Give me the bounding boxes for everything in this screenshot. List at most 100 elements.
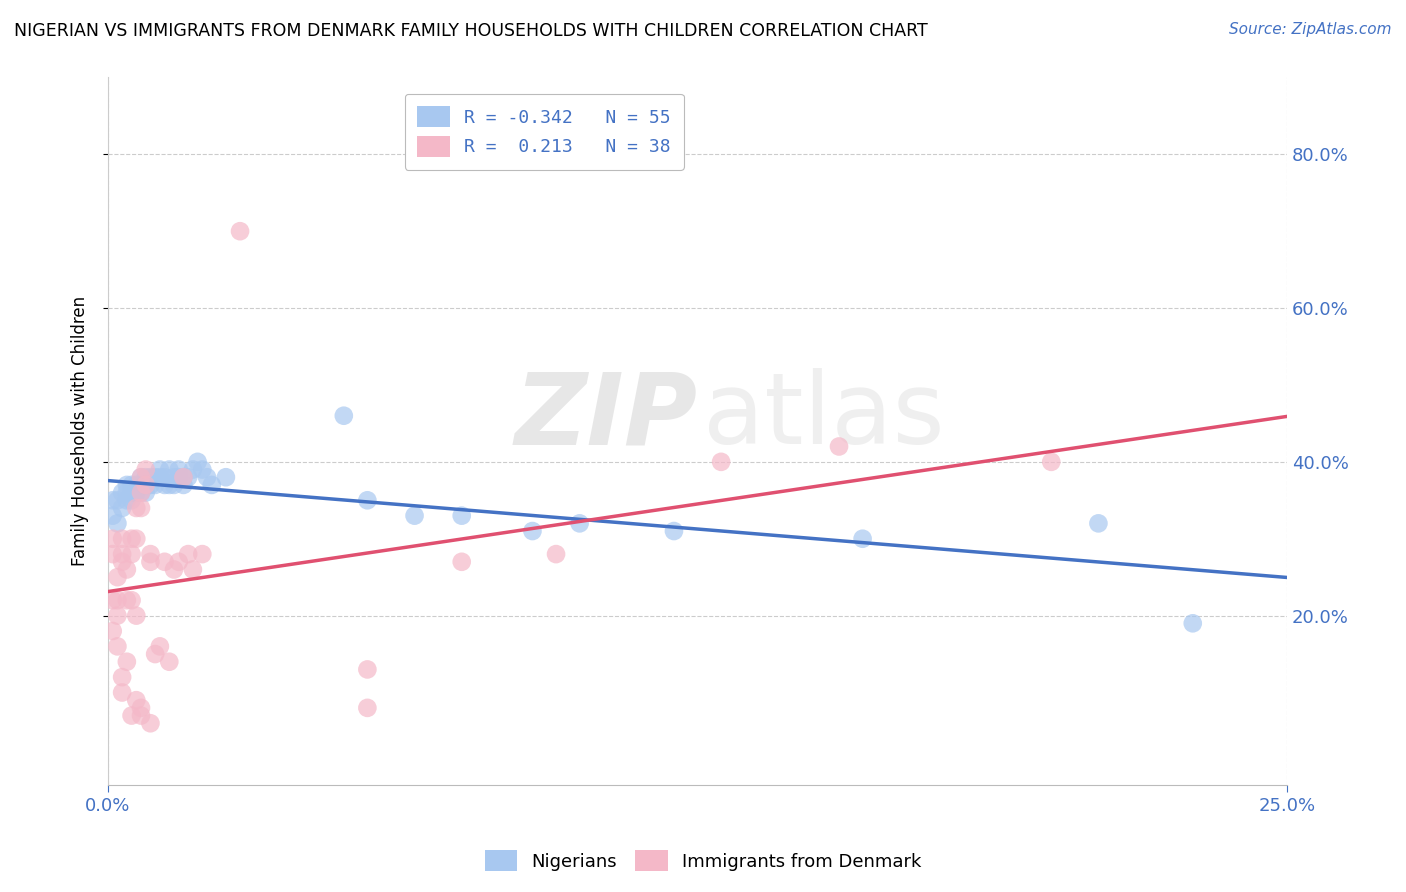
Point	[115, 485, 138, 500]
Point	[125, 478, 148, 492]
Point	[111, 670, 134, 684]
Legend: R = -0.342   N = 55, R =  0.213   N = 38: R = -0.342 N = 55, R = 0.213 N = 38	[405, 94, 683, 169]
Point	[129, 470, 152, 484]
Point	[111, 547, 134, 561]
Point	[333, 409, 356, 423]
Point	[111, 532, 134, 546]
Point	[450, 508, 472, 523]
Point	[121, 478, 143, 492]
Point	[229, 224, 252, 238]
Point	[107, 640, 129, 654]
Point	[828, 440, 851, 454]
Point	[135, 478, 157, 492]
Point	[121, 593, 143, 607]
Point	[111, 685, 134, 699]
Point	[149, 640, 172, 654]
Point	[187, 455, 209, 469]
Point	[129, 478, 152, 492]
Point	[356, 701, 378, 715]
Point	[125, 608, 148, 623]
Point	[107, 593, 129, 607]
Point	[195, 470, 218, 484]
Point	[115, 593, 138, 607]
Point	[129, 485, 152, 500]
Point	[143, 478, 166, 492]
Point	[115, 478, 138, 492]
Point	[107, 493, 129, 508]
Point	[115, 562, 138, 576]
Point	[157, 462, 180, 476]
Point	[125, 532, 148, 546]
Point	[172, 478, 194, 492]
Point	[167, 555, 190, 569]
Point	[215, 470, 238, 484]
Point	[1181, 616, 1204, 631]
Point	[129, 701, 152, 715]
Point	[135, 462, 157, 476]
Point	[101, 508, 124, 523]
Text: atlas: atlas	[703, 368, 945, 466]
Point	[129, 500, 152, 515]
Point	[121, 485, 143, 500]
Point	[1040, 455, 1063, 469]
Point	[163, 478, 186, 492]
Point	[115, 493, 138, 508]
Legend: Nigerians, Immigrants from Denmark: Nigerians, Immigrants from Denmark	[477, 843, 929, 879]
Point	[125, 485, 148, 500]
Point	[662, 524, 685, 538]
Point	[163, 470, 186, 484]
Point	[157, 478, 180, 492]
Point	[191, 547, 214, 561]
Point	[107, 516, 129, 531]
Point	[101, 532, 124, 546]
Point	[157, 655, 180, 669]
Point	[101, 547, 124, 561]
Point	[139, 716, 162, 731]
Point	[129, 708, 152, 723]
Point	[568, 516, 591, 531]
Point	[172, 470, 194, 484]
Point	[125, 693, 148, 707]
Point	[121, 532, 143, 546]
Point	[149, 462, 172, 476]
Point	[115, 655, 138, 669]
Point	[149, 470, 172, 484]
Point	[177, 470, 200, 484]
Point	[121, 547, 143, 561]
Point	[153, 555, 176, 569]
Point	[544, 547, 567, 561]
Point	[107, 608, 129, 623]
Point	[143, 647, 166, 661]
Point	[1087, 516, 1109, 531]
Point	[129, 485, 152, 500]
Point	[172, 470, 194, 484]
Point	[135, 485, 157, 500]
Y-axis label: Family Households with Children: Family Households with Children	[72, 296, 89, 566]
Point	[139, 470, 162, 484]
Point	[167, 470, 190, 484]
Point	[404, 508, 426, 523]
Point	[710, 455, 733, 469]
Point	[177, 547, 200, 561]
Point	[125, 485, 148, 500]
Point	[107, 570, 129, 584]
Point	[356, 493, 378, 508]
Point	[181, 562, 204, 576]
Point	[181, 462, 204, 476]
Point	[101, 593, 124, 607]
Point	[111, 500, 134, 515]
Point	[101, 624, 124, 638]
Text: NIGERIAN VS IMMIGRANTS FROM DENMARK FAMILY HOUSEHOLDS WITH CHILDREN CORRELATION : NIGERIAN VS IMMIGRANTS FROM DENMARK FAMI…	[14, 22, 928, 40]
Point	[139, 478, 162, 492]
Point	[153, 470, 176, 484]
Point	[121, 708, 143, 723]
Point	[153, 478, 176, 492]
Text: ZIP: ZIP	[515, 368, 697, 466]
Point	[852, 532, 875, 546]
Point	[356, 662, 378, 676]
Text: Source: ZipAtlas.com: Source: ZipAtlas.com	[1229, 22, 1392, 37]
Point	[135, 470, 157, 484]
Point	[129, 478, 152, 492]
Point	[191, 462, 214, 476]
Point	[163, 562, 186, 576]
